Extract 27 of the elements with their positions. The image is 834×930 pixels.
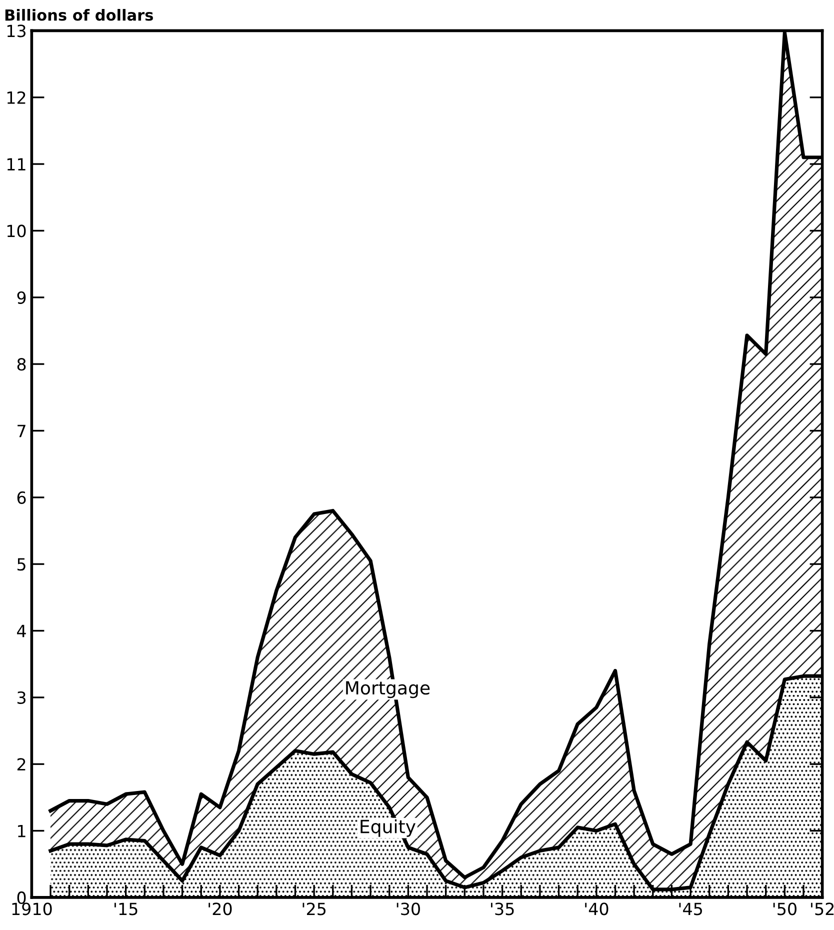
y-tick-label: 3 (18, 691, 26, 704)
y-tick-label: 0 (17, 891, 26, 904)
x-tick-label: '25 (302, 902, 326, 916)
y-tick-label: 11 (7, 158, 26, 170)
y-tick-label: 4 (17, 624, 26, 638)
x-tick-label: '15 (114, 902, 138, 916)
x-tick-label: '52 (811, 902, 834, 916)
y-tick-label: 1 (18, 824, 26, 838)
y-tick-label: 8 (17, 358, 26, 371)
x-tick-label: '45 (679, 902, 702, 916)
y-tick-label: 6 (17, 491, 26, 504)
x-tick-label: '35 (491, 902, 514, 916)
series-label: Equity (360, 819, 416, 837)
y-tick-label: 5 (18, 558, 26, 571)
y-tick-label: 2 (17, 758, 26, 770)
x-tick-label: '50 (773, 902, 796, 916)
y-tick-label: 10 (7, 224, 26, 238)
x-tick-label: 1910 (12, 902, 52, 916)
x-tick-label: '30 (396, 902, 420, 916)
y-tick-label: 13 (7, 24, 26, 38)
y-tick-label: 7 (18, 424, 26, 438)
x-tick-label: '20 (208, 902, 232, 916)
y-axis-title: Billions of dollars (5, 8, 153, 21)
series-label: Mortgage (346, 681, 430, 698)
x-tick-label: '40 (585, 902, 608, 916)
y-tick-label: 12 (7, 91, 26, 104)
y-tick-label: 9 (17, 291, 26, 304)
